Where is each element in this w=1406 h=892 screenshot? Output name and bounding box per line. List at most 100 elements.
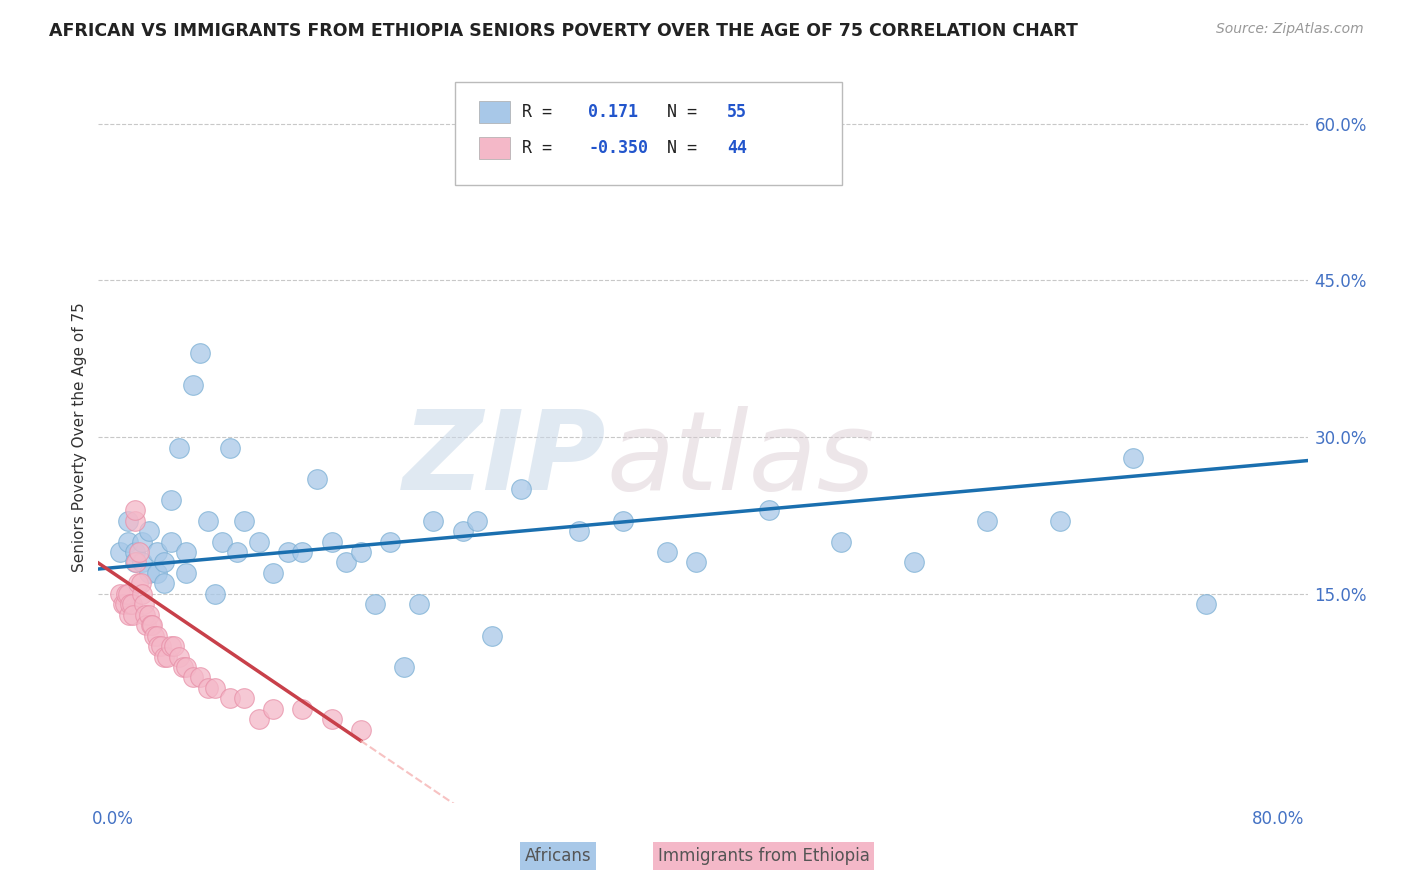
Point <box>153 576 176 591</box>
Point <box>125 556 148 570</box>
Point <box>321 534 343 549</box>
Point <box>218 441 240 455</box>
Point <box>131 534 153 549</box>
Point <box>612 514 634 528</box>
Point <box>110 587 132 601</box>
Point <box>145 545 167 559</box>
Point <box>451 524 474 538</box>
Text: R =: R = <box>522 103 551 120</box>
FancyBboxPatch shape <box>456 82 842 185</box>
Point <box>247 534 270 549</box>
Point <box>160 492 183 507</box>
Point <box>655 545 678 559</box>
Text: Immigrants from Ethiopia: Immigrants from Ethiopia <box>658 847 869 864</box>
Text: ZIP: ZIP <box>402 406 606 513</box>
Y-axis label: Seniors Poverty Over the Age of 75: Seniors Poverty Over the Age of 75 <box>72 302 87 572</box>
Point <box>139 618 162 632</box>
Point <box>146 639 169 653</box>
Point <box>247 712 270 726</box>
Text: AFRICAN VS IMMIGRANTS FROM ETHIOPIA SENIORS POVERTY OVER THE AGE OF 75 CORRELATI: AFRICAN VS IMMIGRANTS FROM ETHIOPIA SENI… <box>49 22 1078 40</box>
Point <box>124 545 146 559</box>
Point <box>394 660 416 674</box>
Point <box>1194 597 1216 611</box>
Point <box>114 597 136 611</box>
Point <box>976 514 998 528</box>
Point <box>167 649 190 664</box>
Point <box>160 534 183 549</box>
Point <box>233 514 256 528</box>
Point <box>115 587 138 601</box>
Point <box>145 566 167 580</box>
Point <box>142 629 165 643</box>
Point <box>830 534 852 549</box>
Text: R =: R = <box>522 139 551 157</box>
Point <box>153 649 176 664</box>
Text: 55: 55 <box>727 103 747 120</box>
Point <box>118 607 141 622</box>
Point <box>135 618 157 632</box>
FancyBboxPatch shape <box>479 137 509 159</box>
Point <box>131 556 153 570</box>
Text: atlas: atlas <box>606 406 875 513</box>
Point <box>124 514 146 528</box>
Point <box>291 702 314 716</box>
Text: N =: N = <box>666 139 697 157</box>
Point <box>233 691 256 706</box>
Point <box>132 597 155 611</box>
Text: Source: ZipAtlas.com: Source: ZipAtlas.com <box>1216 22 1364 37</box>
Point <box>117 587 139 601</box>
Point <box>117 514 139 528</box>
Point <box>225 545 247 559</box>
Point <box>204 681 226 695</box>
Point <box>262 702 284 716</box>
Point <box>190 346 212 360</box>
Point <box>408 597 430 611</box>
Text: -0.350: -0.350 <box>588 139 648 157</box>
Point <box>174 660 197 674</box>
Point <box>124 503 146 517</box>
Point <box>122 607 145 622</box>
Point <box>190 670 212 684</box>
Point <box>145 629 167 643</box>
Point <box>350 545 373 559</box>
Point <box>568 524 591 538</box>
Point <box>305 472 328 486</box>
Point <box>134 607 156 622</box>
Point <box>128 545 150 559</box>
Point <box>1122 450 1144 465</box>
Point <box>262 566 284 580</box>
Point <box>335 556 357 570</box>
Point <box>120 597 142 611</box>
Point <box>181 670 204 684</box>
Point <box>150 639 173 653</box>
Point <box>685 556 707 570</box>
Point <box>481 629 503 643</box>
Point <box>218 691 240 706</box>
Point <box>211 534 233 549</box>
Text: N =: N = <box>666 103 697 120</box>
Point <box>364 597 387 611</box>
FancyBboxPatch shape <box>479 101 509 122</box>
Point <box>172 660 194 674</box>
Text: Africans: Africans <box>524 847 591 864</box>
Point <box>127 576 149 591</box>
Point <box>538 106 561 120</box>
Point <box>181 377 204 392</box>
Point <box>204 587 226 601</box>
Point <box>321 712 343 726</box>
Point <box>138 524 160 538</box>
Point <box>121 597 143 611</box>
Point <box>758 503 780 517</box>
Point <box>131 587 153 601</box>
Point <box>291 545 314 559</box>
Point <box>138 607 160 622</box>
Point <box>156 649 179 664</box>
Point <box>174 545 197 559</box>
Point <box>378 534 401 549</box>
Point <box>153 556 176 570</box>
Point <box>465 514 488 528</box>
Point <box>112 597 135 611</box>
Point <box>124 556 146 570</box>
Text: 44: 44 <box>727 139 747 157</box>
Point <box>277 545 299 559</box>
